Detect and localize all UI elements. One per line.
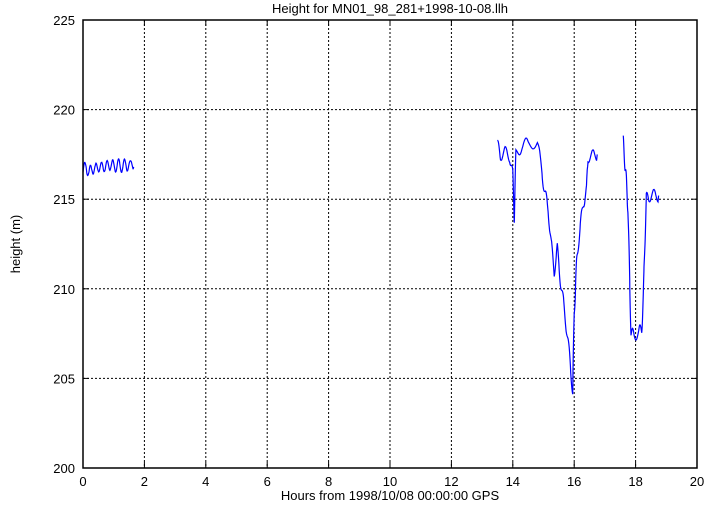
x-tick-label: 4 <box>202 474 209 489</box>
series-line <box>622 135 660 341</box>
x-tick-label: 20 <box>690 474 704 489</box>
x-tick-label: 16 <box>567 474 581 489</box>
y-tick-label: 215 <box>53 192 75 207</box>
x-tick-label: 14 <box>506 474 520 489</box>
chart-title: Height for MN01_98_281+1998-10-08.llh <box>272 1 508 16</box>
y-axis-label: height (m) <box>8 215 23 274</box>
x-tick-label: 0 <box>79 474 86 489</box>
plot-frame <box>82 19 698 469</box>
x-tick-label: 8 <box>325 474 332 489</box>
series-line <box>497 137 598 395</box>
series-line <box>82 157 135 177</box>
y-tick-label: 205 <box>53 371 75 386</box>
x-tick-label: 2 <box>141 474 148 489</box>
x-tick-label: 12 <box>444 474 458 489</box>
y-tick-label: 200 <box>53 461 75 476</box>
y-tick-label: 210 <box>53 282 75 297</box>
y-tick-label: 225 <box>53 13 75 28</box>
x-tick-label: 6 <box>264 474 271 489</box>
x-tick-label: 18 <box>628 474 642 489</box>
series-group <box>82 135 660 395</box>
y-tick-label: 220 <box>53 103 75 118</box>
x-tick-label: 10 <box>383 474 397 489</box>
grid <box>82 19 698 469</box>
tick-labels: 0 2 4 6 8 10 12 14 16 18 20 200 205 210 215 220 225 <box>53 13 704 489</box>
x-axis-label: Hours from 1998/10/08 00:00:00 GPS <box>281 488 500 503</box>
